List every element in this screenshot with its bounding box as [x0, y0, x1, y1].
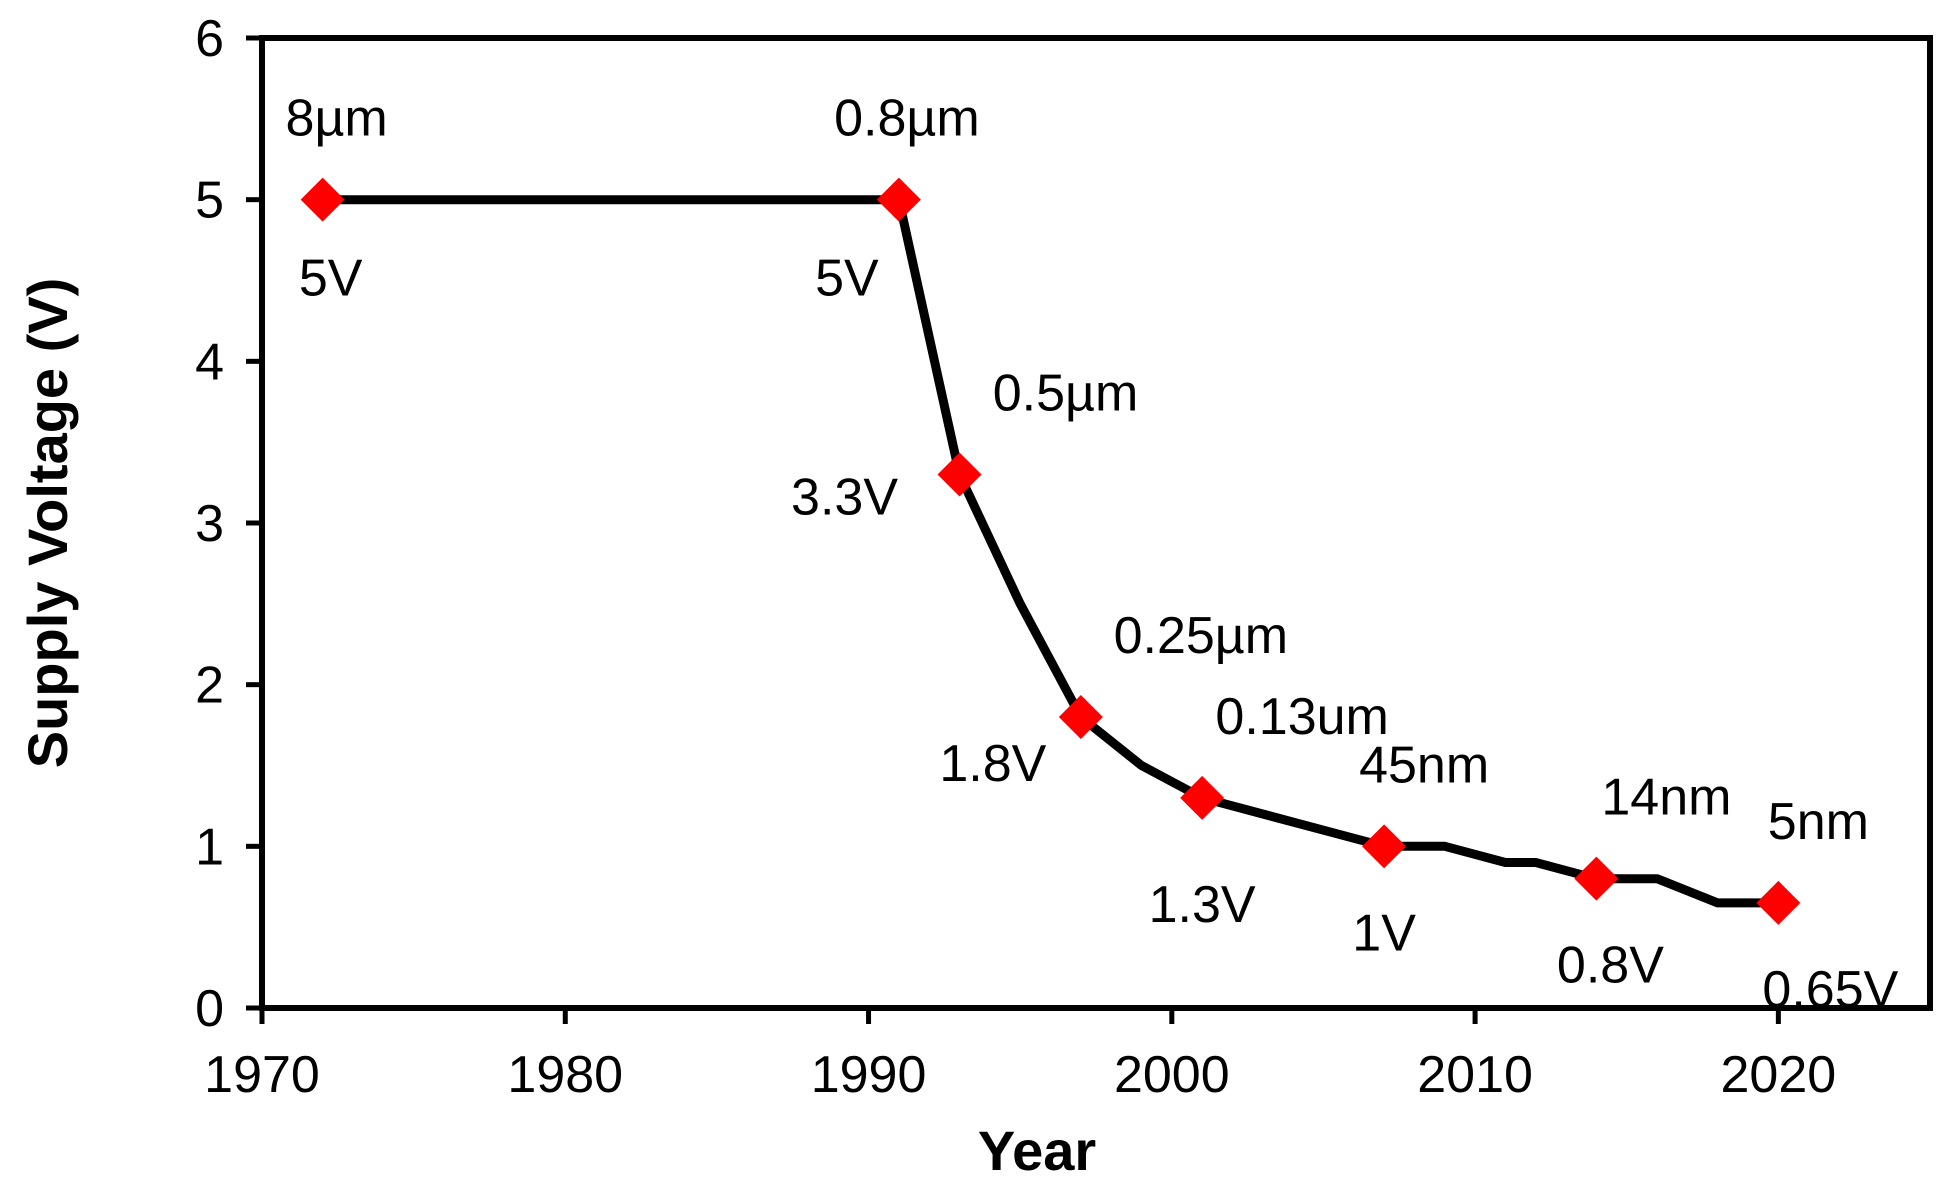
voltage-label: 0.65V	[1762, 961, 1898, 1019]
voltage-label: 0.8V	[1557, 937, 1664, 995]
node-label: 0.25µm	[1114, 607, 1288, 665]
marker-point	[300, 177, 345, 222]
marker-point	[876, 177, 921, 222]
node-label: 14nm	[1601, 769, 1731, 827]
x-tick-label: 2000	[1114, 1046, 1230, 1104]
x-tick-label: 1990	[811, 1046, 927, 1104]
node-label: 5nm	[1768, 793, 1869, 851]
node-label: 0.5µm	[993, 365, 1139, 423]
x-tick-label: 2010	[1417, 1046, 1533, 1104]
y-tick-label: 4	[195, 333, 224, 391]
marker-point	[1180, 775, 1225, 820]
y-axis: 0 1 2 3 4 5 6	[195, 10, 262, 1038]
marker-point	[1756, 880, 1801, 925]
x-tick-label: 1980	[507, 1046, 623, 1104]
x-tick-label: 1970	[204, 1046, 320, 1104]
annotations: 8µm 5V 0.8µm 5V 0.5µm 3.3V 0.25µm 1.8V 0.13um 1.3…	[286, 90, 1899, 1019]
y-tick-label: 2	[195, 657, 224, 715]
node-label: 0.13um	[1215, 688, 1388, 746]
node-label: 8µm	[286, 90, 388, 148]
y-tick-label: 6	[195, 10, 224, 68]
marker-point	[1058, 695, 1103, 739]
marker-point	[1362, 824, 1407, 869]
voltage-label: 5V	[815, 250, 879, 308]
voltage-label: 1V	[1352, 904, 1416, 962]
y-tick-label: 3	[195, 495, 224, 553]
node-label: 0.8µm	[834, 90, 980, 148]
x-axis-title: Year	[978, 1119, 1096, 1182]
marker-point	[1574, 856, 1619, 901]
markers	[300, 177, 1801, 925]
x-tick-label: 2020	[1721, 1046, 1837, 1104]
voltage-label: 1.3V	[1149, 876, 1256, 934]
y-tick-label: 0	[195, 980, 224, 1038]
x-axis: 1970 1980 1990 2000 2010 2020	[204, 1008, 1836, 1104]
voltage-label: 5V	[299, 250, 363, 308]
y-axis-title: Supply Voltage (V)	[16, 278, 79, 769]
voltage-label: 3.3V	[791, 469, 898, 527]
plot-area	[259, 35, 1933, 1011]
y-tick-label: 5	[195, 172, 224, 230]
y-tick-label: 1	[195, 818, 224, 876]
marker-point	[937, 452, 982, 497]
voltage-label: 1.8V	[939, 735, 1046, 793]
node-label: 45nm	[1359, 736, 1489, 794]
